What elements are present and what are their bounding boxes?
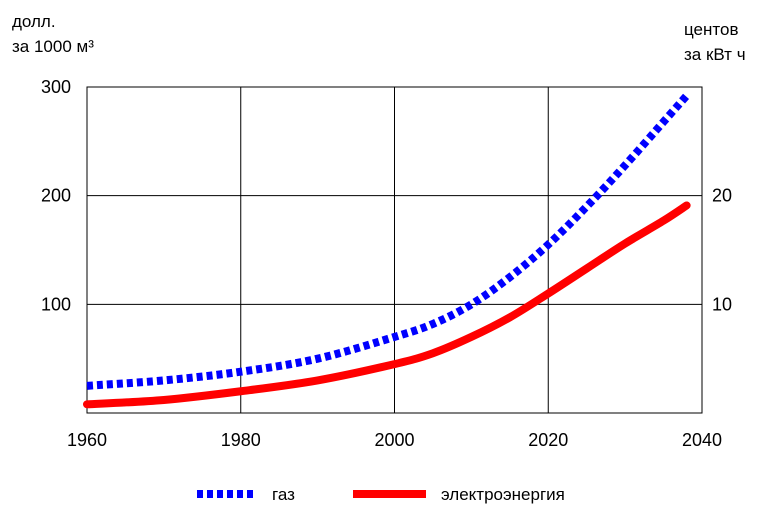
y-left-tick-label: 200 [41, 186, 71, 206]
y-right-tick-label: 10 [712, 294, 732, 314]
x-tick-label: 1960 [67, 430, 107, 450]
y-left-tick-label: 100 [41, 294, 71, 314]
series-lines [83, 93, 691, 409]
tick-labels: 1960 1980 2000 2020 2040 100 200 300 10 20 [41, 77, 732, 450]
series-line-gas [86, 93, 690, 390]
x-tick-label: 2020 [528, 430, 568, 450]
right-axis-label-line1: центов [684, 20, 738, 39]
y-right-tick-label: 20 [712, 186, 732, 206]
right-axis-label-line2: за кВт ч [684, 45, 746, 64]
left-axis-label-line2: за 1000 м³ [12, 37, 94, 56]
y-left-tick-label: 300 [41, 77, 71, 97]
left-axis-label-line1: долл. [12, 12, 56, 31]
legend-electricity-label: электроэнергия [441, 485, 565, 504]
series-line-electricity [83, 201, 691, 409]
x-tick-label: 2040 [682, 430, 722, 450]
plot-frame [86, 86, 703, 414]
legend-gas-label: газ [272, 485, 295, 504]
x-tick-label: 2000 [374, 430, 414, 450]
legend: газ электроэнергия [197, 485, 565, 504]
x-tick-label: 1980 [221, 430, 261, 450]
